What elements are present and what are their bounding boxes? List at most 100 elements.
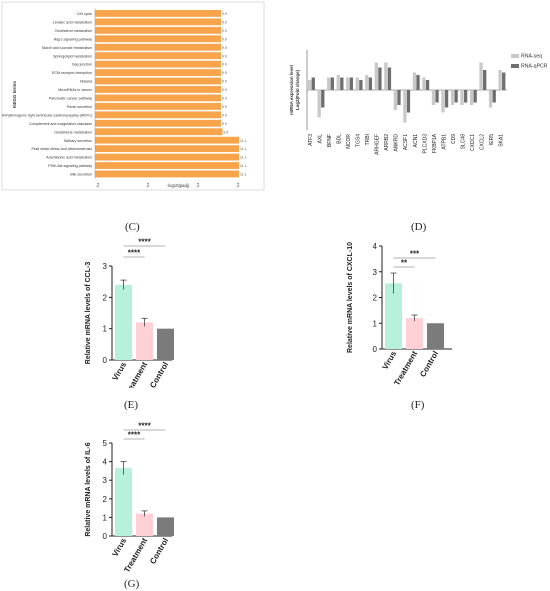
expression-bar <box>359 80 363 90</box>
expression-bar <box>479 62 483 90</box>
tick-label: 2 <box>97 183 100 189</box>
significance-label: *** <box>410 250 420 259</box>
data-label: 11.1 <box>240 173 246 177</box>
category-label: Control <box>148 537 170 566</box>
expression-bar <box>469 90 474 105</box>
gene-label: TRBI <box>365 134 371 145</box>
tick-label: 0 <box>373 345 378 354</box>
data-label: 9.9 <box>222 122 227 126</box>
plot-frame <box>1 1 265 191</box>
expression-bar <box>327 77 331 90</box>
tick-label: 1 <box>103 513 108 522</box>
category-label: Cell cycle <box>77 12 92 16</box>
gene-label: PLCXD3 <box>422 134 428 154</box>
panel-label-e: (E) <box>124 399 139 411</box>
category-label: Control <box>148 361 170 389</box>
gene-label: ARRB2 <box>384 134 390 151</box>
cxcl10-bar-chart: 0 1 2 3 4 Relative mRNA levels of CXCL-10 Viru… <box>347 242 452 387</box>
kegg-bar <box>95 136 239 144</box>
expression-bar <box>454 90 458 103</box>
kegg-bar <box>95 60 221 68</box>
expression-bar <box>502 72 506 90</box>
expression-bar <box>441 90 445 113</box>
kegg-bar <box>95 52 221 60</box>
data-label: 9.9 <box>222 71 227 75</box>
tick-label: 1 <box>373 319 378 328</box>
category-label: Arachidonic acid metabolism <box>46 156 92 160</box>
kegg-bar <box>95 128 223 136</box>
bar <box>136 513 153 536</box>
data-label: 9.9 <box>222 88 227 92</box>
category-label: PI3K-Akt signaling pathway <box>48 164 92 168</box>
expression-bar <box>406 90 411 113</box>
panel-label-f: (F) <box>411 399 425 411</box>
tick-label: 5 <box>103 439 108 448</box>
significance-label: **** <box>138 238 151 247</box>
kegg-bar <box>95 26 221 34</box>
expression-bar <box>435 90 439 103</box>
legend-label: RNA-qPCR <box>521 64 547 70</box>
gene-label: ARHGEF <box>375 134 381 155</box>
y-axis-label: mRNA expression level <box>289 65 294 115</box>
legend-swatch <box>511 54 519 58</box>
expression-bar <box>321 90 325 108</box>
gene-label: ATF3 <box>308 134 314 146</box>
y-axis-label: Relative mRNA levels of CCL-3 <box>85 262 92 365</box>
panel-g: 0 1 2 3 4 5 Relative mRNA levels of IL-6 Virus T… <box>80 418 190 574</box>
kegg-bar <box>95 162 239 169</box>
data-label: 9.9 <box>222 113 227 117</box>
expression-bar <box>378 67 382 90</box>
bar <box>427 323 444 349</box>
expression-bar <box>330 77 334 90</box>
expression-bar <box>460 90 464 105</box>
category-label: Bile secretion <box>70 173 92 177</box>
bar <box>136 322 153 360</box>
kegg-bar <box>95 145 239 153</box>
category-label: Sphingolipid metabolism <box>53 54 92 58</box>
kegg-bar <box>95 10 221 17</box>
expression-bar <box>416 75 420 90</box>
expression-bar <box>308 80 312 90</box>
category-label: Rap1 signaling pathway <box>54 37 92 41</box>
significance-label: **** <box>128 249 141 258</box>
expression-bar <box>336 75 340 90</box>
bar <box>406 318 423 349</box>
data-label: 11.1 <box>240 139 246 143</box>
data-label: 9.9 <box>222 20 227 24</box>
expression-bar <box>403 90 407 123</box>
bar <box>115 468 132 536</box>
expression-bar <box>483 70 487 90</box>
expression-bar <box>387 67 392 90</box>
data-label: 9.9 <box>222 46 227 50</box>
gene-label: BDL <box>337 134 343 144</box>
kegg-bar-chart: Cell cycle 9.9 Linoleic acid metabolism 9.9… <box>1 1 265 191</box>
data-label: 9.9 <box>222 29 227 33</box>
bar <box>157 328 174 360</box>
y-axis-label: Relative mRNA levels of CXCL-10 <box>347 242 354 353</box>
expression-bar <box>317 90 321 118</box>
kegg-bar <box>95 153 239 161</box>
data-label: 9.9 <box>222 105 227 109</box>
category-label: Fluid shear stress and atherosclerosis <box>31 147 92 151</box>
gene-label: AXL <box>318 134 324 144</box>
category-label: ECM-receptor interaction <box>52 71 92 75</box>
tick-label: 0 <box>103 532 108 541</box>
legend-swatch <box>511 64 519 68</box>
panel-label-g: (G) <box>124 578 140 590</box>
bar <box>157 517 174 536</box>
gene-label: ACN1 <box>413 134 419 148</box>
bar <box>385 283 402 349</box>
legend-label: RNA-seq <box>521 54 542 60</box>
tick-label: 3 <box>373 268 378 277</box>
tick-label: 2 <box>103 293 108 302</box>
expression-bar <box>425 80 430 90</box>
panel-c: Cell cycle 9.9 Linoleic acid metabolism 9.9… <box>0 0 270 205</box>
expression-bar <box>393 90 398 110</box>
category-label: Malaria <box>80 80 92 84</box>
category-label: Virus <box>381 349 399 371</box>
expression-bar <box>492 90 496 103</box>
y-axis-label: KEGG terms <box>12 81 17 108</box>
kegg-bar <box>95 119 221 127</box>
